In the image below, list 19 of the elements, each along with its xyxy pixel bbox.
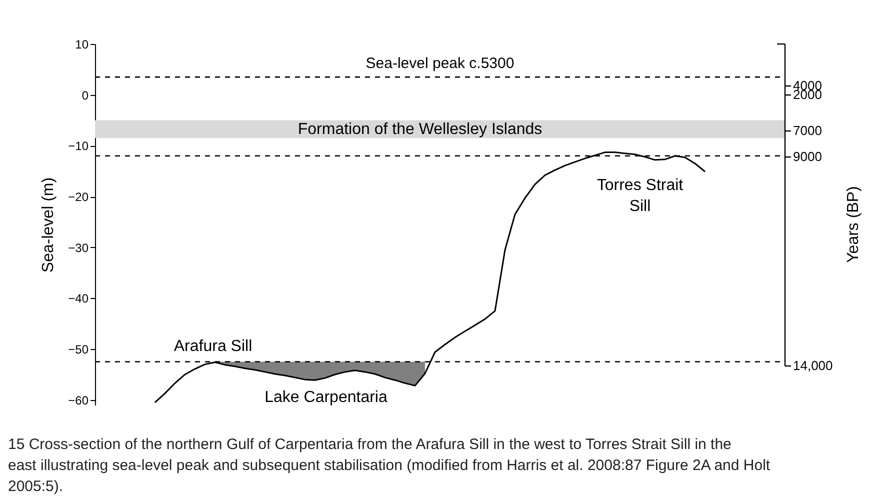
text: 7000 — [793, 123, 822, 138]
text: 9000 — [793, 149, 822, 164]
y-tick-label: −50 — [68, 342, 89, 357]
annotation: Torres Strait Sill — [596, 177, 684, 215]
annotation: Arafura Sill — [174, 338, 252, 355]
text: 15 Cross-section of the northern Gulf of Carpentaria from the Arafura Sill in the west to Torres Strait Sill in the east illustrating sea-level peak and subsequent stabilisation (modified from Harris et al. 2008:87 Figure 2A and Holt 2005:5). — [8, 436, 771, 495]
y-tick-label: −10 — [68, 139, 89, 154]
text: 14,000 — [793, 358, 833, 373]
ref-line-label: Sea-level peak c.5300 — [366, 55, 514, 72]
y-tick-label: −60 — [68, 393, 89, 408]
band-label: Formation of the Wellesley Islands — [298, 121, 542, 138]
y-tick-label: −40 — [68, 292, 89, 306]
y-tick-label: 0 — [82, 88, 89, 102]
y-tick-label: −20 — [68, 190, 89, 204]
annotation: Lake Carpentaria — [264, 389, 388, 406]
y2-axis-title: Years (BP) — [845, 186, 862, 263]
y-tick-label: −30 — [68, 240, 89, 255]
y-axis-title: Sea-level (m) — [40, 177, 58, 273]
y-tick-label: 10 — [75, 38, 89, 52]
